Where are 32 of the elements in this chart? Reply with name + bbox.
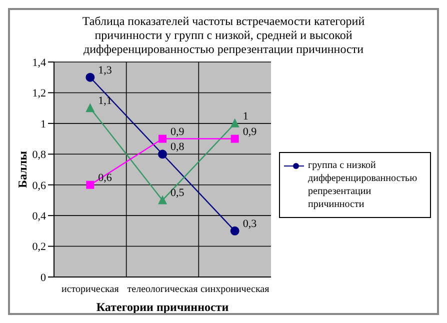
y-tick-label: 0,8 [32, 149, 46, 162]
data-label: 1,1 [98, 95, 112, 108]
y-tick-label: 0,4 [32, 210, 46, 222]
x-tick-label: историческая [62, 284, 120, 296]
x-tick-label: телеологическая [127, 284, 198, 296]
y-tick-label: 0 [40, 272, 46, 284]
point [86, 72, 95, 82]
chart-title: Таблица показателей частоты встречаемости категорий причинности у групп с низкой, средней и высокой дифференцированностью репрезентации причинности [81, 14, 366, 56]
data-label: 0,6 [98, 172, 112, 184]
data-label: 1,3 [98, 64, 112, 76]
point [230, 226, 240, 236]
point [230, 118, 240, 128]
point [86, 180, 94, 189]
y-axis-title: Баллы [15, 150, 30, 188]
y-tick-label: 0,6 [32, 180, 46, 192]
data-label: 0,9 [170, 126, 185, 138]
point [158, 195, 167, 204]
point [158, 150, 167, 159]
x-tick-label: синхроническая [200, 284, 270, 296]
data-label: 0,3 [242, 218, 258, 230]
data-label: 1 [242, 110, 248, 122]
data-label: 0,8 [170, 141, 185, 154]
y-tick-label: 1 [40, 118, 46, 130]
point [158, 134, 166, 143]
data-label: 0,5 [170, 187, 185, 200]
y-tick-label: 0,2 [32, 241, 46, 254]
data-label: 0,9 [242, 126, 258, 138]
legend-label: группа с низкой дифференцированностью репрезентации причинности [308, 158, 418, 210]
point [230, 134, 239, 143]
y-tick-label: 1,4 [32, 56, 46, 69]
y-tick-label: 1,2 [32, 88, 46, 100]
point [86, 103, 95, 112]
